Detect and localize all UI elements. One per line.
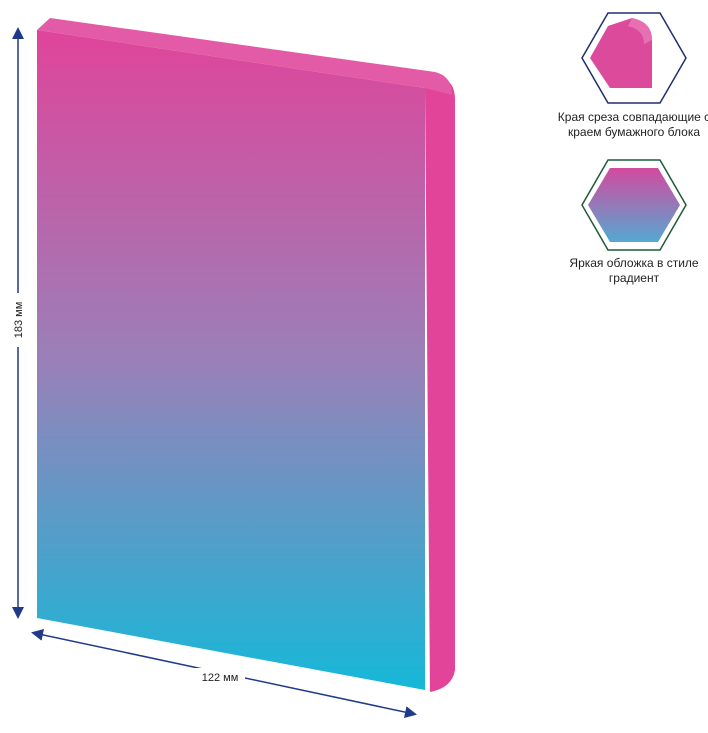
book-cover	[37, 30, 425, 690]
book-side-edge	[425, 78, 455, 692]
gradient-hexagon-icon	[581, 159, 687, 251]
book-top-edge	[37, 18, 452, 95]
rounded-edge-icon	[581, 12, 687, 104]
feature-label-gradient: Яркая обложка в стиле градиент	[569, 256, 699, 285]
height-label: 183 мм	[13, 302, 25, 339]
width-label: 122 мм	[202, 672, 239, 684]
feature-label-edges: Края среза совпадающие с краем бумажного…	[557, 110, 708, 139]
